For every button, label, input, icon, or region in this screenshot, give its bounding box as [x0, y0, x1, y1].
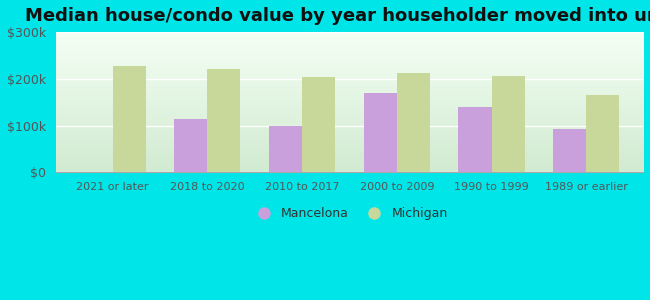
- Bar: [586, 95, 619, 172]
- Bar: [174, 118, 207, 172]
- Title: Median house/condo value by year householder moved into unit: Median house/condo value by year househo…: [25, 7, 650, 25]
- Legend: Mancelona, Michigan: Mancelona, Michigan: [246, 202, 453, 225]
- Bar: [269, 125, 302, 172]
- Bar: [458, 107, 491, 172]
- Bar: [363, 93, 396, 172]
- Bar: [112, 66, 146, 172]
- Bar: [396, 73, 430, 172]
- Bar: [207, 70, 240, 172]
- Bar: [553, 129, 586, 172]
- Bar: [491, 76, 525, 172]
- Bar: [302, 77, 335, 172]
